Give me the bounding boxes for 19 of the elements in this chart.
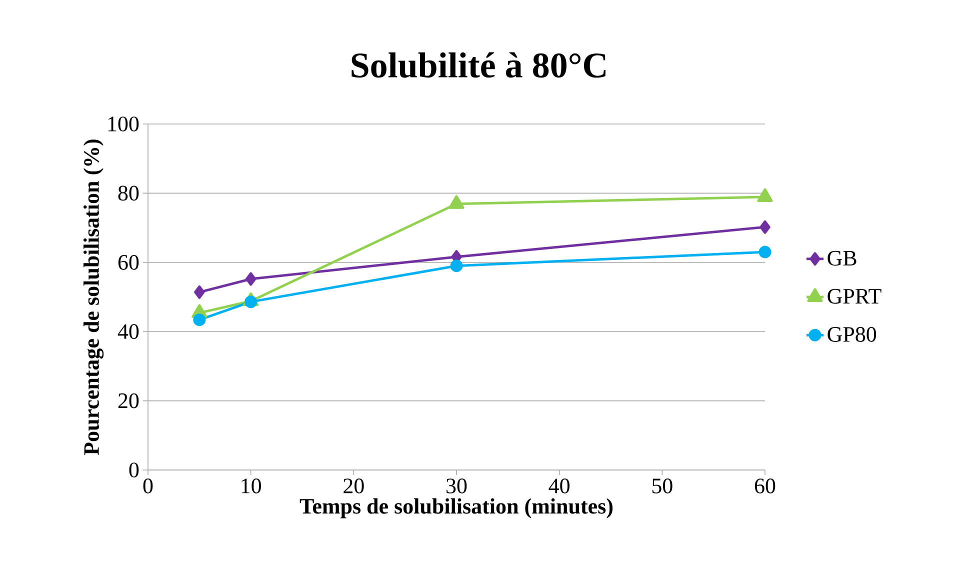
x-tick-label: 60	[754, 478, 776, 494]
y-tick-label: 20	[118, 393, 139, 408]
x-tick-label: 50	[652, 478, 672, 494]
y-axis-title: Pourcentage de solubilisation (%)	[83, 140, 104, 456]
legend-label: GB	[828, 250, 856, 266]
x-tick-label: 40	[548, 478, 570, 494]
x-tick-label: 20	[344, 478, 364, 494]
x-tick-label: 30	[446, 478, 467, 494]
x-axis-title: Temps de solubilisation (minutes)	[300, 498, 613, 518]
y-tick-label: 60	[118, 254, 139, 270]
chart-title: Solubilité à 80°C	[352, 52, 606, 78]
y-tick-label: 80	[118, 186, 139, 201]
legend-label: GPRT	[828, 288, 882, 304]
y-tick-label: 40	[118, 324, 139, 340]
x-tick-label: 0	[143, 478, 153, 494]
legend-label: GP80	[828, 327, 876, 342]
x-tick-label: 10	[242, 478, 261, 494]
y-tick-label: 0	[129, 462, 139, 478]
y-tick-label: 100	[108, 116, 139, 132]
